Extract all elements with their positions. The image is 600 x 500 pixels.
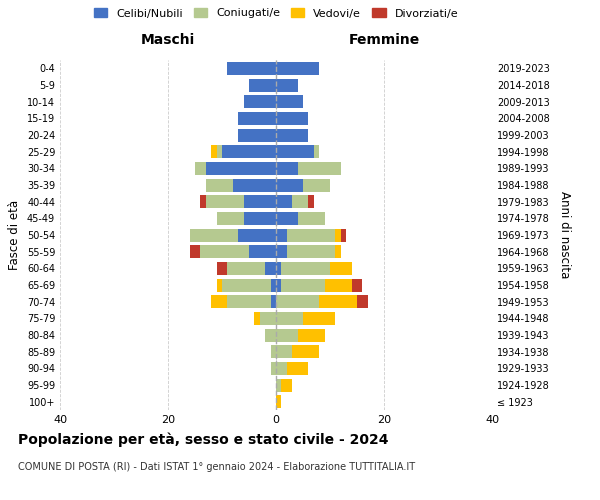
Bar <box>276 95 303 108</box>
Bar <box>276 395 281 408</box>
Bar <box>271 345 276 358</box>
Bar <box>206 195 244 208</box>
Bar <box>276 195 292 208</box>
Bar <box>233 178 276 192</box>
Y-axis label: Fasce di età: Fasce di età <box>8 200 21 270</box>
Bar <box>249 78 276 92</box>
Bar <box>271 278 276 291</box>
Bar <box>271 295 276 308</box>
Bar <box>227 262 265 275</box>
Bar <box>335 245 341 258</box>
Y-axis label: Anni di nascita: Anni di nascita <box>557 192 571 278</box>
Bar <box>292 195 308 208</box>
Bar <box>276 378 281 392</box>
Bar <box>200 245 249 258</box>
Bar <box>281 278 325 291</box>
Bar <box>276 328 298 342</box>
Bar <box>276 362 287 375</box>
Bar <box>222 278 271 291</box>
Bar <box>244 195 276 208</box>
Bar <box>276 62 319 75</box>
Bar <box>276 228 287 241</box>
Bar <box>276 295 319 308</box>
Bar <box>254 312 260 325</box>
Bar <box>265 262 276 275</box>
Bar <box>341 228 346 241</box>
Bar <box>276 245 287 258</box>
Bar <box>206 178 233 192</box>
Bar <box>335 228 341 241</box>
Bar <box>211 295 227 308</box>
Bar <box>276 178 303 192</box>
Bar <box>298 162 341 175</box>
Bar <box>357 295 368 308</box>
Bar <box>195 162 206 175</box>
Bar <box>200 195 206 208</box>
Bar <box>292 345 319 358</box>
Bar <box>222 145 276 158</box>
Text: Femmine: Femmine <box>349 32 419 46</box>
Bar <box>325 278 352 291</box>
Text: Maschi: Maschi <box>141 32 195 46</box>
Bar <box>287 245 335 258</box>
Bar <box>206 162 276 175</box>
Legend: Celibi/Nubili, Coniugati/e, Vedovi/e, Divorziati/e: Celibi/Nubili, Coniugati/e, Vedovi/e, Di… <box>94 8 458 18</box>
Bar <box>276 312 303 325</box>
Bar <box>298 328 325 342</box>
Bar <box>238 128 276 141</box>
Bar <box>238 112 276 125</box>
Bar <box>276 278 281 291</box>
Bar <box>352 278 362 291</box>
Bar <box>330 262 352 275</box>
Bar <box>308 195 314 208</box>
Bar <box>298 212 325 225</box>
Bar <box>227 62 276 75</box>
Bar <box>276 345 292 358</box>
Bar <box>217 278 222 291</box>
Bar <box>276 145 314 158</box>
Bar <box>287 228 335 241</box>
Bar <box>319 295 357 308</box>
Bar <box>276 212 298 225</box>
Bar <box>238 228 276 241</box>
Bar <box>265 328 276 342</box>
Bar <box>217 212 244 225</box>
Bar <box>227 295 271 308</box>
Bar <box>244 212 276 225</box>
Bar <box>303 178 330 192</box>
Bar <box>276 78 298 92</box>
Bar <box>217 262 227 275</box>
Bar <box>281 262 330 275</box>
Bar <box>287 362 308 375</box>
Bar <box>314 145 319 158</box>
Bar <box>190 228 238 241</box>
Bar <box>276 128 308 141</box>
Bar <box>211 145 217 158</box>
Bar <box>281 378 292 392</box>
Bar <box>276 112 308 125</box>
Bar <box>190 245 200 258</box>
Bar <box>244 95 276 108</box>
Bar <box>260 312 276 325</box>
Text: COMUNE DI POSTA (RI) - Dati ISTAT 1° gennaio 2024 - Elaborazione TUTTITALIA.IT: COMUNE DI POSTA (RI) - Dati ISTAT 1° gen… <box>18 462 415 472</box>
Text: Popolazione per età, sesso e stato civile - 2024: Popolazione per età, sesso e stato civil… <box>18 432 389 447</box>
Bar <box>303 312 335 325</box>
Bar <box>271 362 276 375</box>
Bar <box>217 145 222 158</box>
Bar <box>249 245 276 258</box>
Bar <box>276 262 281 275</box>
Bar <box>276 162 298 175</box>
